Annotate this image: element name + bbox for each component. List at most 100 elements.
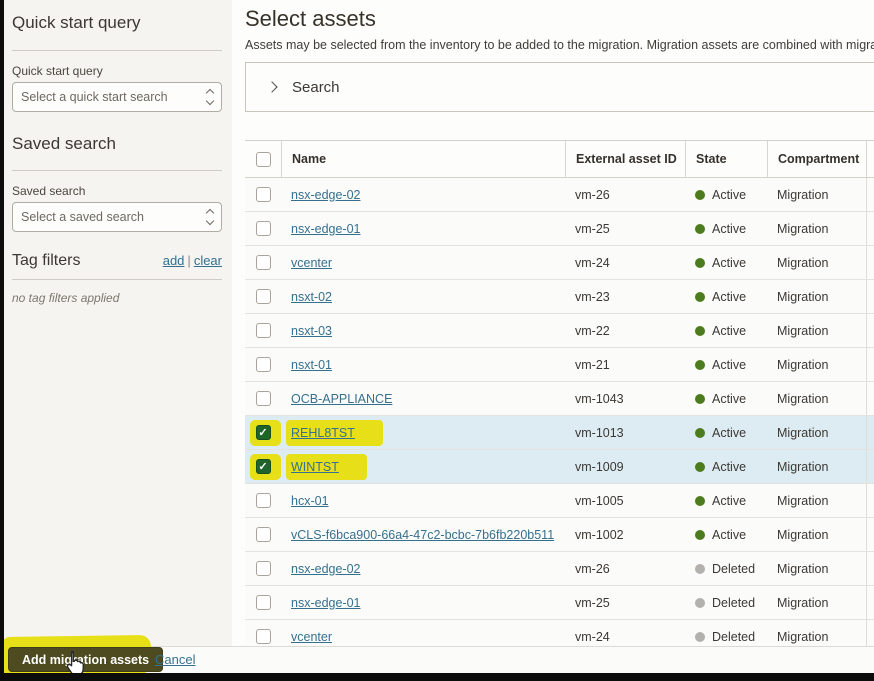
- page-description: Assets may be selected from the inventor…: [245, 38, 874, 52]
- row-compartment-cell: Migration: [777, 561, 829, 576]
- row-checkbox[interactable]: [255, 595, 271, 610]
- asset-name-link[interactable]: vcenter: [291, 255, 332, 270]
- row-checkbox-cell: [245, 348, 281, 381]
- column-header-compartment[interactable]: Compartment: [767, 141, 866, 177]
- asset-name-link[interactable]: WINTST: [291, 459, 339, 474]
- table-row: vcenter vm-24 Active Migration: [245, 246, 874, 280]
- row-name-cell: OCB-APPLIANCE: [281, 382, 565, 415]
- row-state-cell: Active: [685, 246, 767, 279]
- row-name-cell: nsxt-01: [281, 348, 565, 381]
- select-assets-panel: Select assets Assets may be selected fro…: [232, 0, 874, 646]
- row-checkbox[interactable]: [255, 629, 271, 644]
- state-label: Deleted: [712, 595, 756, 610]
- row-state-cell: Deleted: [685, 586, 767, 619]
- saved-search-heading: Saved search: [12, 134, 116, 153]
- screen-edge-bottom: [0, 673, 874, 681]
- state-dot-icon: [695, 393, 705, 404]
- row-checkbox[interactable]: [255, 255, 271, 270]
- asset-name-link[interactable]: vcenter: [291, 629, 332, 644]
- row-checkbox[interactable]: [255, 289, 271, 304]
- row-external-id-cell: vm-25: [575, 595, 610, 610]
- row-checkbox-cell: [245, 178, 281, 211]
- row-state-cell: Deleted: [685, 552, 767, 585]
- asset-name-link[interactable]: nsxt-02: [291, 289, 332, 304]
- row-clipped-cell: [866, 280, 874, 313]
- row-checkbox-cell: [245, 552, 281, 585]
- row-compartment-cell: Migration: [777, 493, 829, 508]
- row-state-cell: Deleted: [685, 620, 767, 646]
- row-checkbox[interactable]: [255, 493, 271, 508]
- row-external-id-cell: vm-26: [575, 187, 610, 202]
- row-checkbox[interactable]: [255, 357, 271, 372]
- row-clipped-cell: [866, 212, 874, 245]
- row-checkbox[interactable]: [255, 221, 271, 236]
- tag-filters-add-link[interactable]: add: [162, 253, 185, 268]
- cancel-link[interactable]: Cancel: [155, 652, 196, 667]
- asset-name-link[interactable]: REHL8TST: [291, 425, 355, 440]
- row-checkbox-cell: [245, 518, 281, 551]
- table-row: vCLS-f6bca900-66a4-47c2-bcbc-7b6fb220b51…: [245, 518, 874, 552]
- row-checkbox[interactable]: ✓: [255, 459, 271, 474]
- state-dot-icon: [695, 529, 705, 540]
- asset-name-link[interactable]: nsx-edge-02: [291, 561, 361, 576]
- row-clipped-cell: [866, 382, 874, 415]
- row-compartment-cell: Migration: [777, 425, 829, 440]
- state-label: Active: [712, 187, 747, 202]
- row-clipped-cell: [866, 314, 874, 347]
- state-dot-icon: [695, 597, 705, 608]
- column-header-state[interactable]: State: [685, 141, 767, 177]
- column-header-name[interactable]: Name: [281, 141, 565, 177]
- saved-search-select[interactable]: Select a saved search: [12, 202, 222, 232]
- add-migration-assets-button[interactable]: Add migration assets: [8, 647, 164, 672]
- table-row: nsx-edge-02 vm-26 Active Migration: [245, 178, 874, 212]
- row-checkbox-cell: [245, 382, 281, 415]
- select-updown-icon: [205, 88, 215, 106]
- asset-name-link[interactable]: nsxt-03: [291, 323, 332, 338]
- state-dot-icon: [695, 427, 705, 438]
- divider: [12, 50, 222, 51]
- row-checkbox[interactable]: [255, 323, 271, 338]
- asset-name-link[interactable]: vCLS-f6bca900-66a4-47c2-bcbc-7b6fb220b51…: [291, 527, 555, 542]
- row-checkbox[interactable]: [255, 187, 271, 202]
- row-compartment-cell: Migration: [777, 221, 829, 236]
- row-checkbox[interactable]: ✓: [255, 425, 271, 440]
- asset-name-link[interactable]: hcx-01: [291, 493, 329, 508]
- state-label: Deleted: [712, 561, 756, 576]
- row-external-id-cell: vm-1009: [575, 459, 624, 474]
- select-all-checkbox[interactable]: [255, 151, 271, 167]
- tag-filters-heading: Tag filters: [12, 252, 81, 269]
- row-checkbox[interactable]: [255, 561, 271, 576]
- row-checkbox-cell: [245, 280, 281, 313]
- select-updown-icon: [205, 208, 215, 226]
- row-checkbox[interactable]: [255, 527, 271, 542]
- table-row: ✓ REHL8TST vm-1013 Active Migration: [245, 416, 874, 450]
- row-name-cell: nsx-edge-02: [281, 552, 565, 585]
- asset-name-link[interactable]: OCB-APPLIANCE: [291, 391, 393, 406]
- row-checkbox-cell: [245, 246, 281, 279]
- chevron-right-icon: [266, 81, 278, 93]
- table-row: ✓ WINTST vm-1009 Active Migration: [245, 450, 874, 484]
- row-checkbox[interactable]: [255, 391, 271, 406]
- asset-name-link[interactable]: nsx-edge-01: [291, 221, 361, 236]
- state-label: Deleted: [712, 629, 756, 644]
- state-dot-icon: [695, 495, 705, 506]
- search-expander[interactable]: Search: [245, 62, 874, 112]
- column-header-external-asset-id[interactable]: External asset ID: [565, 141, 685, 177]
- column-header-clipped: [866, 141, 874, 177]
- row-name-cell: nsx-edge-02: [281, 178, 565, 211]
- quick-start-query-select[interactable]: Select a quick start search: [12, 82, 222, 112]
- quick-start-query-heading: Quick start query: [12, 13, 141, 32]
- quick-start-query-placeholder: Select a quick start search: [21, 90, 168, 104]
- row-state-cell: Active: [685, 484, 767, 517]
- asset-name-link[interactable]: nsx-edge-02: [291, 187, 361, 202]
- state-dot-icon: [695, 291, 705, 302]
- state-label: Active: [712, 459, 747, 474]
- state-label: Active: [712, 391, 747, 406]
- table-row: nsxt-01 vm-21 Active Migration: [245, 348, 874, 382]
- row-compartment-cell: Migration: [777, 595, 829, 610]
- asset-name-link[interactable]: nsx-edge-01: [291, 595, 361, 610]
- tag-filters-clear-link[interactable]: clear: [193, 253, 222, 268]
- row-external-id-cell: vm-22: [575, 323, 610, 338]
- row-clipped-cell: [866, 178, 874, 211]
- asset-name-link[interactable]: nsxt-01: [291, 357, 332, 372]
